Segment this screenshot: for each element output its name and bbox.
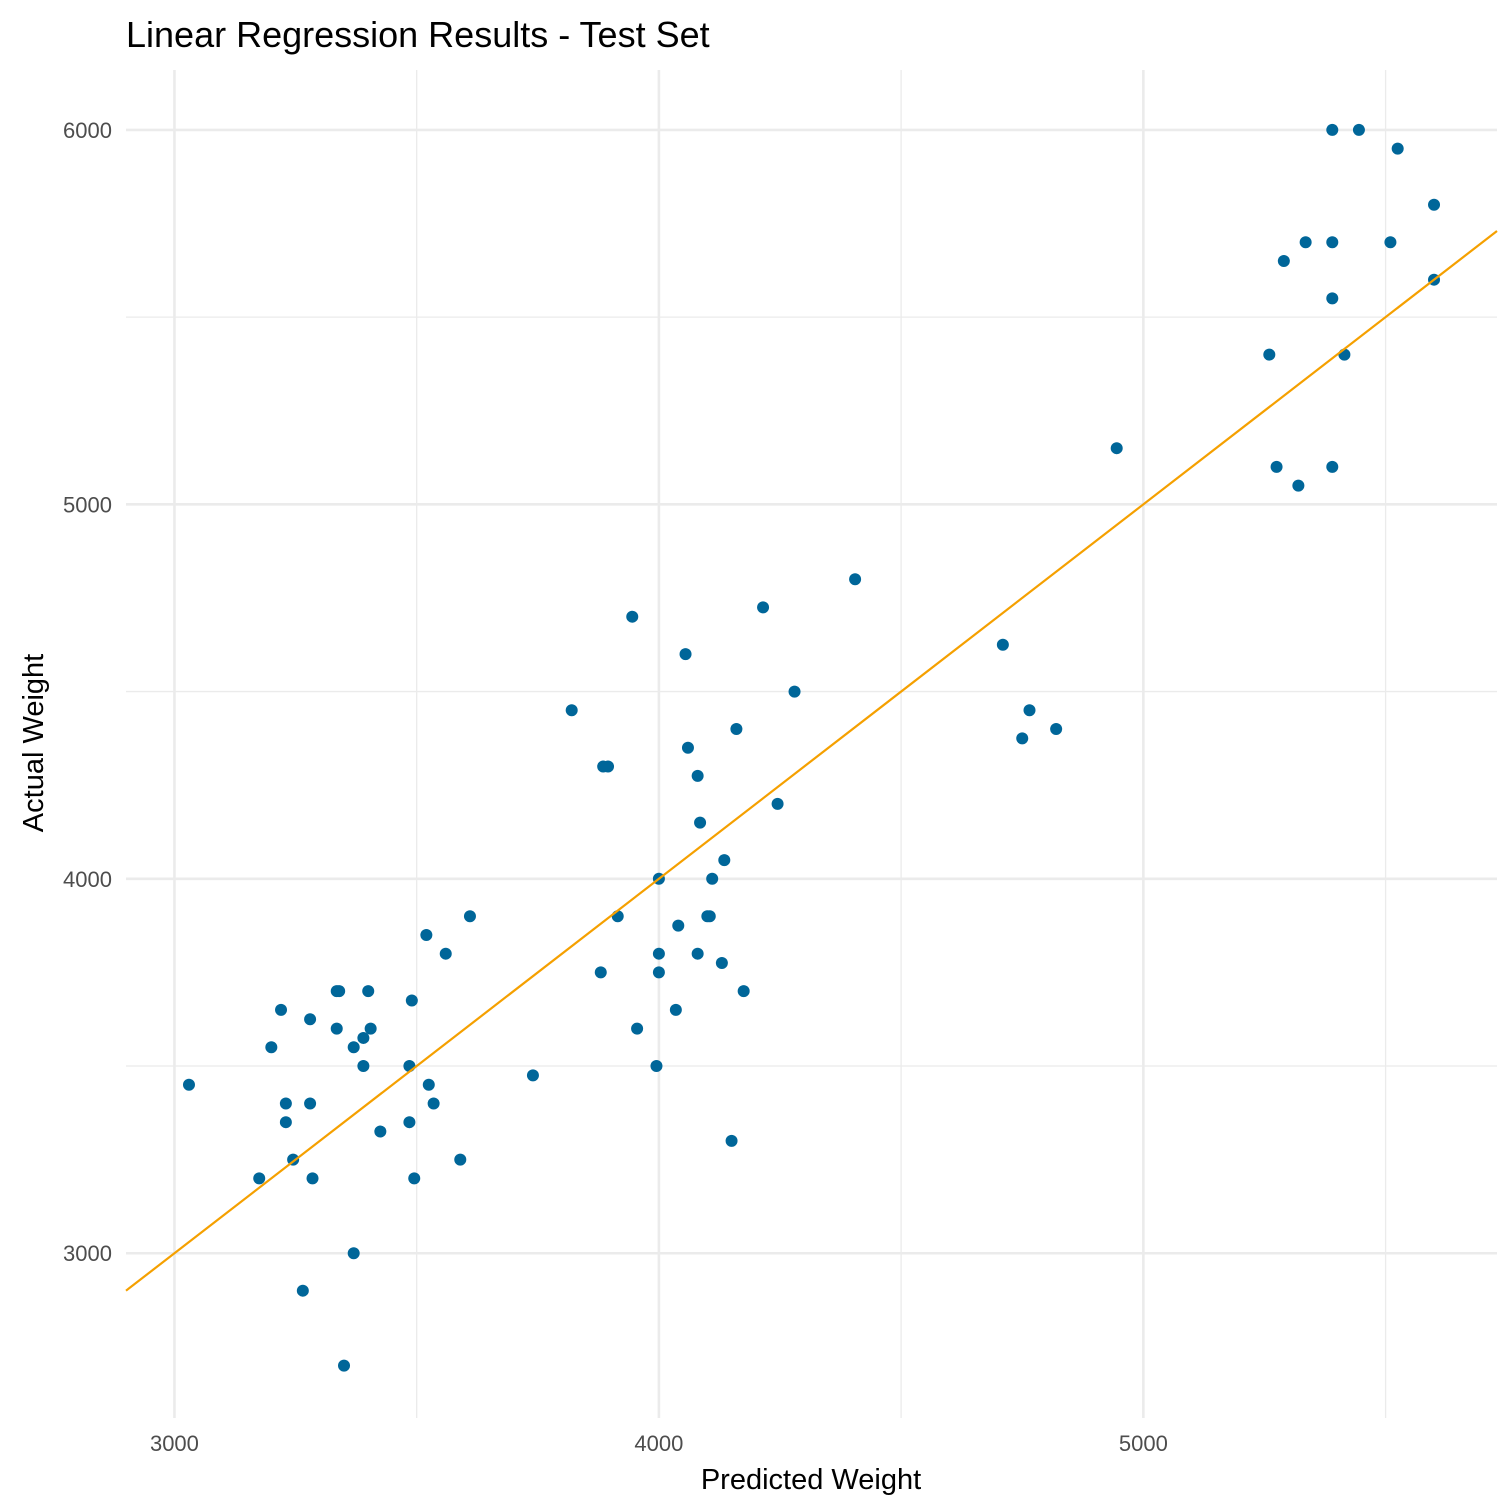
data-point	[1299, 236, 1312, 249]
data-point	[405, 994, 418, 1007]
data-point	[681, 741, 694, 754]
data-point	[454, 1153, 467, 1166]
data-point	[691, 769, 704, 782]
data-points	[182, 123, 1441, 1372]
data-point	[1292, 479, 1305, 492]
data-point	[296, 1284, 309, 1297]
tick-labels: 3000 4000 5000 3000 4000 5000 6000	[63, 118, 1168, 1456]
data-point	[347, 1247, 360, 1260]
x-tick-label: 5000	[1119, 1431, 1168, 1456]
data-point	[420, 928, 433, 941]
data-point	[611, 910, 624, 923]
data-point	[330, 1022, 343, 1035]
y-tick-label: 4000	[63, 867, 112, 892]
chart-title: Linear Regression Results - Test Set	[126, 14, 710, 55]
data-point	[333, 985, 346, 998]
data-point	[718, 854, 731, 867]
data-point	[439, 947, 452, 960]
data-point	[427, 1097, 440, 1110]
data-point	[304, 1013, 317, 1026]
data-point	[703, 910, 716, 923]
data-point	[996, 638, 1009, 651]
data-point	[594, 966, 607, 979]
data-point	[602, 760, 615, 773]
data-point	[279, 1116, 292, 1129]
data-point	[694, 816, 707, 829]
data-point	[279, 1097, 292, 1110]
data-point	[849, 573, 862, 586]
data-point	[526, 1069, 539, 1082]
y-tick-label: 3000	[63, 1241, 112, 1266]
data-point	[374, 1125, 387, 1138]
data-point	[304, 1097, 317, 1110]
data-point	[1391, 142, 1404, 155]
data-point	[1326, 123, 1339, 136]
data-point	[253, 1172, 266, 1185]
data-point	[1110, 442, 1123, 455]
grid-lines	[126, 70, 1497, 1418]
data-point	[275, 1003, 288, 1016]
data-point	[631, 1022, 644, 1035]
data-point	[715, 957, 728, 970]
regression-line-group	[125, 230, 1498, 1292]
data-point	[788, 685, 801, 698]
data-point	[364, 1022, 377, 1035]
data-point	[730, 723, 743, 736]
data-point	[771, 797, 784, 810]
data-point	[408, 1172, 421, 1185]
data-point	[422, 1078, 435, 1091]
data-point	[757, 601, 770, 614]
data-point	[1352, 123, 1365, 136]
data-point	[565, 704, 578, 717]
y-tick-label: 6000	[63, 118, 112, 143]
x-tick-label: 3000	[150, 1431, 199, 1456]
x-tick-label: 4000	[634, 1431, 683, 1456]
data-point	[357, 1031, 370, 1044]
data-point	[737, 985, 750, 998]
data-point	[403, 1060, 416, 1073]
data-point	[1326, 292, 1339, 305]
data-point	[725, 1134, 738, 1147]
data-point	[357, 1060, 370, 1073]
data-point	[463, 910, 476, 923]
data-point	[182, 1078, 195, 1091]
data-point	[338, 1359, 351, 1372]
data-point	[626, 610, 639, 623]
data-point	[1270, 460, 1283, 473]
y-axis-label: Actual Weight	[18, 654, 50, 832]
data-point	[362, 985, 375, 998]
data-point	[403, 1116, 416, 1129]
data-point	[672, 919, 685, 932]
data-point	[1326, 236, 1339, 249]
data-point	[650, 1060, 663, 1073]
x-axis-label: Predicted Weight	[701, 1464, 921, 1496]
data-point	[1428, 198, 1441, 211]
data-point	[1277, 254, 1290, 267]
data-point	[1338, 348, 1351, 361]
regression-line	[125, 230, 1498, 1292]
data-point	[1023, 704, 1036, 717]
data-point	[265, 1041, 278, 1054]
data-point	[1326, 460, 1339, 473]
data-point	[1263, 348, 1276, 361]
data-point	[1384, 236, 1397, 249]
data-point	[347, 1041, 360, 1054]
data-point	[1050, 723, 1063, 736]
data-point	[669, 1003, 682, 1016]
data-point	[706, 872, 719, 885]
y-tick-label: 5000	[63, 492, 112, 517]
data-point	[679, 648, 692, 661]
data-point	[652, 966, 665, 979]
data-point	[306, 1172, 319, 1185]
data-point	[1016, 732, 1029, 745]
data-point	[691, 947, 704, 960]
data-point	[652, 947, 665, 960]
